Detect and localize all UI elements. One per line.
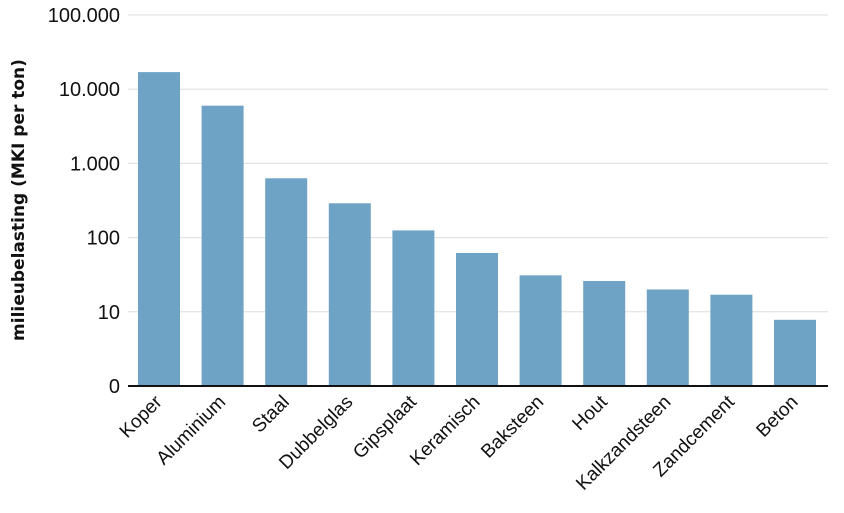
- x-tick-label: Koper: [116, 391, 167, 442]
- y-tick-label: 100.000: [48, 5, 120, 27]
- y-tick-label: 100: [87, 228, 120, 250]
- y-tick-label: 10: [98, 302, 120, 324]
- x-tick-label: Aluminium: [153, 392, 231, 470]
- x-tick-label: Beton: [753, 392, 803, 442]
- bar-baksteen: [519, 275, 562, 386]
- bar-aluminium: [201, 105, 244, 386]
- bar-beton: [774, 319, 816, 386]
- bar-gipsplaat: [392, 230, 435, 386]
- bar-keramisch: [456, 253, 498, 386]
- y-tick-label: 1.000: [70, 153, 120, 175]
- y-axis-label: milieubelasting (MKI per ton): [9, 59, 29, 341]
- x-tick-label: Keramisch: [406, 392, 484, 470]
- bar-dubbelglas: [328, 203, 371, 386]
- y-tick-label: 10.000: [59, 79, 120, 101]
- x-tick-label: Baksteen: [477, 392, 548, 463]
- bar-koper: [138, 72, 180, 386]
- bars: [138, 72, 816, 386]
- bar-kalkzandsteen: [646, 289, 689, 386]
- y-tick-labels: 0 10 100 1.000 10.000 100.000: [48, 5, 120, 398]
- y-tick-label: 0: [109, 376, 120, 398]
- bar-staal: [265, 178, 308, 386]
- bar-zandcement: [710, 294, 753, 386]
- x-tick-label: Staal: [248, 392, 293, 437]
- x-tick-label: Hout: [569, 391, 613, 435]
- bar-hout: [583, 281, 626, 386]
